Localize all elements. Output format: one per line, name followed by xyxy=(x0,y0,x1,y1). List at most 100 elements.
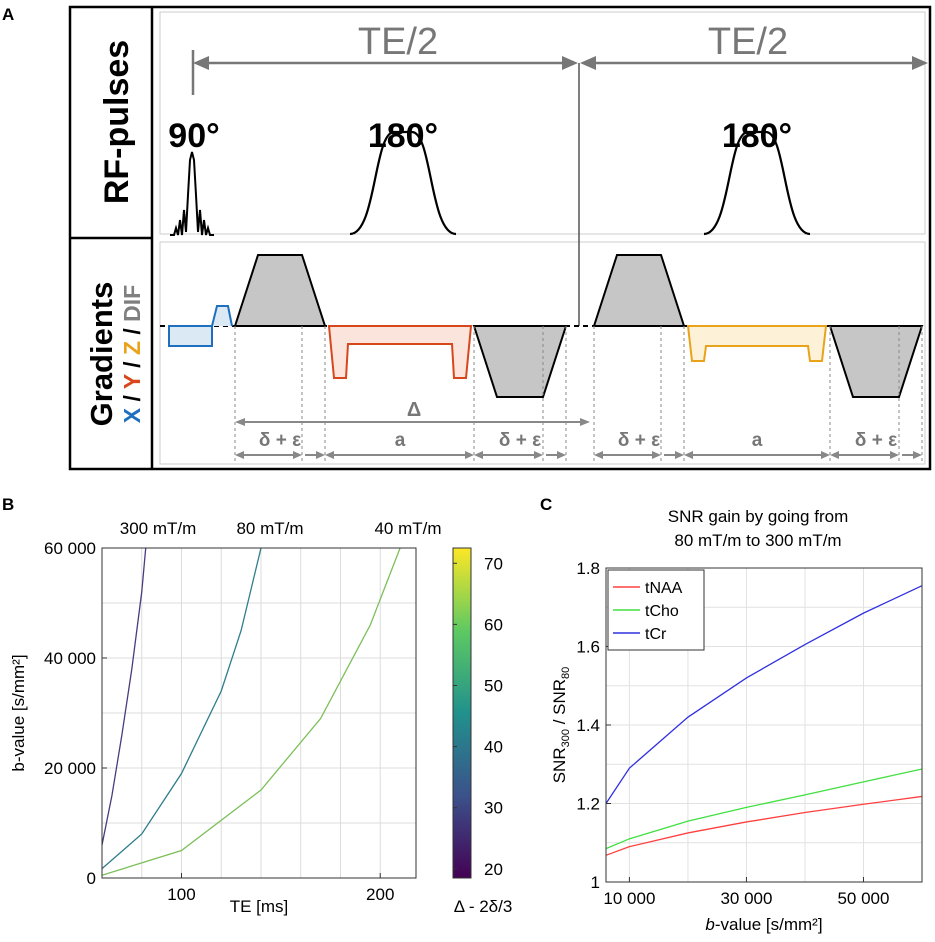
diffusion-gradient-4 xyxy=(828,325,924,398)
panel-a-label: A xyxy=(2,5,14,24)
delta-eps-label-2: δ + ε xyxy=(499,430,541,451)
c-curves xyxy=(605,585,923,856)
c-y-tick-label: 1 xyxy=(591,873,600,892)
c-y-tick-label: 1.2 xyxy=(576,795,600,814)
c-curve-tcho xyxy=(605,768,923,850)
b-y-tick-label: 0 xyxy=(87,869,96,888)
b-y-tick-label: 20 000 xyxy=(44,759,96,778)
interval-arrows xyxy=(235,418,922,459)
pulse-90-label: 90° xyxy=(168,117,219,155)
colorbar-tick-label: 60 xyxy=(484,615,503,634)
y-crusher-gradient xyxy=(327,325,473,379)
arrowhead xyxy=(652,451,661,459)
c-ylabel-sub2: 80 xyxy=(560,667,572,679)
arrowhead xyxy=(913,451,922,459)
b-x-tick-label: 100 xyxy=(167,885,195,904)
te-half-1-label: TE/2 xyxy=(358,21,438,63)
pulse-180-1-shape xyxy=(349,130,457,236)
b-curve-300-mT-m xyxy=(101,547,147,846)
arrowhead xyxy=(235,418,245,426)
dif-axis-label: DIF xyxy=(119,285,145,322)
b-top-label-40: 40 mT/m xyxy=(374,519,441,538)
delta-eps-label-1: δ + ε xyxy=(259,430,301,451)
b-y-ticks: 0 20 000 40 000 60 000 xyxy=(44,539,107,888)
x-axis-label: X xyxy=(119,407,145,423)
c-title-line-2: 80 mT/m to 300 mT/m xyxy=(674,531,841,550)
a-label-2: a xyxy=(752,430,763,451)
big-delta-label: Δ xyxy=(407,399,421,421)
gradient-plot-area xyxy=(159,241,926,465)
b-x-axis-label: TE [ms] xyxy=(230,897,289,916)
legend-label-tnaa: tNAA xyxy=(645,580,683,597)
b-top-label-80: 80 mT/m xyxy=(236,519,303,538)
legend-label-tcr: tCr xyxy=(645,626,667,643)
arrowhead xyxy=(293,451,302,459)
arrowhead xyxy=(465,451,474,459)
c-y-tick-label: 1.4 xyxy=(576,716,600,735)
b-y-tick-label: 40 000 xyxy=(44,649,96,668)
c-ylabel-mid: / SNR xyxy=(550,679,569,729)
arrowhead xyxy=(557,451,566,459)
b-plot-frame xyxy=(101,547,417,879)
pulse-180-2-shape xyxy=(703,130,811,236)
arrowhead xyxy=(534,451,543,459)
b-y-axis-label: b-value [s/mm²] xyxy=(9,654,28,771)
b-curve-40-mT-m xyxy=(101,547,401,876)
axis-separator-2: / xyxy=(119,355,145,374)
panel-c-label: C xyxy=(540,495,552,514)
z-crusher-gradient xyxy=(686,325,828,362)
arrowhead xyxy=(890,451,899,459)
timing-guides xyxy=(234,326,923,462)
arrowhead xyxy=(580,418,590,426)
a-label-1: a xyxy=(395,430,406,451)
arrowhead xyxy=(821,451,830,459)
c-x-axis-label: b-value [s/mm²] xyxy=(705,915,822,934)
colorbar-tick-label: 40 xyxy=(484,738,503,757)
gradient-axes-legend: X / Y / Z / DIF xyxy=(119,285,145,424)
b-y-tick-label: 60 000 xyxy=(44,539,96,558)
te-half-2-arrowhead-right xyxy=(912,56,928,70)
colorbar-tick-label: 50 xyxy=(484,677,503,696)
b-colorbar xyxy=(452,547,472,879)
c-title-line-1: SNR gain by going from xyxy=(668,507,848,526)
c-x-tick-label: 30 000 xyxy=(720,889,772,908)
c-xlabel-rest: -value [s/mm²] xyxy=(715,915,823,934)
c-y-axis-label: SNR300 / SNR80 xyxy=(550,667,572,784)
c-y-tick-label: 1.6 xyxy=(576,638,600,657)
panel-a-frame xyxy=(68,5,932,471)
b-x-ticks: 100 200 xyxy=(167,873,394,904)
arrowhead xyxy=(235,451,244,459)
b-top-label-300: 300 mT/m xyxy=(120,519,197,538)
c-y-ticks: 1 1.2 1.4 1.6 1.8 xyxy=(576,559,611,892)
arrowhead xyxy=(830,451,839,459)
pulse-180-2-label: 180° xyxy=(722,117,792,155)
colorbar-tick-label: 70 xyxy=(484,554,503,573)
pulse-90-sinc xyxy=(170,151,214,236)
pulse-180-1-label: 180° xyxy=(368,117,438,155)
diffusion-gradient-2 xyxy=(472,325,568,398)
diffusion-gradient-3 xyxy=(592,254,686,327)
arrowhead xyxy=(325,451,334,459)
arrowhead xyxy=(316,451,325,459)
diffusion-gradient-1 xyxy=(233,254,327,327)
te-half-1-arrowhead-left xyxy=(193,56,209,70)
c-xlabel-italic: b xyxy=(705,915,714,934)
c-curve-tnaa xyxy=(605,795,923,856)
c-ylabel-main: SNR xyxy=(550,747,569,783)
legend-label-tcho: tCho xyxy=(645,603,679,620)
b-x-tick-label: 200 xyxy=(366,885,394,904)
c-y-tick-label: 1.8 xyxy=(576,559,600,578)
x-gradient-lobe xyxy=(168,325,213,347)
arrowhead xyxy=(684,451,693,459)
te-half-2-arrowhead-left xyxy=(580,56,596,70)
c-x-tick-label: 50 000 xyxy=(837,889,889,908)
panel-b-label: B xyxy=(2,495,14,514)
y-axis-label: Y xyxy=(119,374,145,389)
b-curve-80-mT-m xyxy=(101,547,262,870)
c-x-tick-label: 10 000 xyxy=(603,889,655,908)
rf-pulses-row-label: RF-pulses xyxy=(98,40,136,204)
c-ylabel-sub1: 300 xyxy=(560,729,572,747)
arrowhead xyxy=(594,451,603,459)
b-colorbar-label: Δ - 2δ/3 xyxy=(454,897,513,916)
